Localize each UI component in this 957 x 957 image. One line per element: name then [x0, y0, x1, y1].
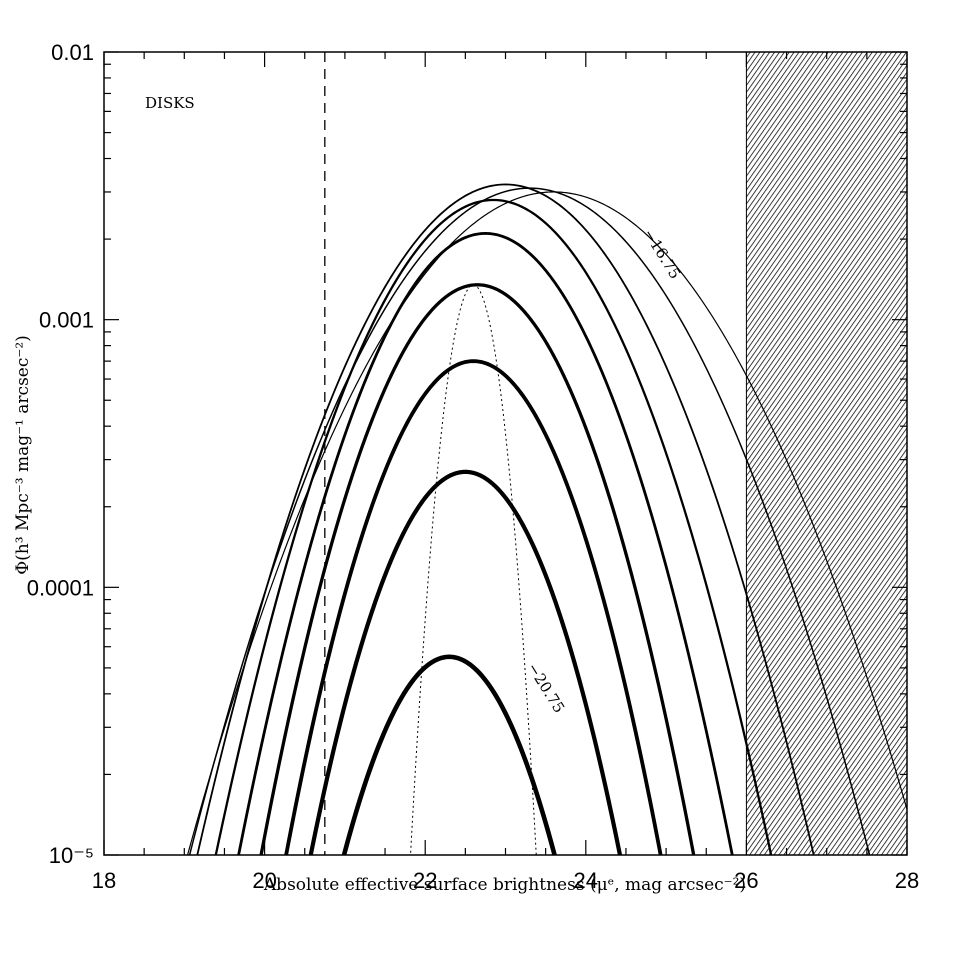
series-curve-7 [284, 359, 663, 855]
series-curve-4 [214, 198, 773, 855]
hatched-region [745, 51, 908, 856]
panel-label: DISKS [145, 94, 195, 112]
y-axis-title: Φ(h³ Mpc⁻³ mag⁻¹ arcsec⁻²) [13, 335, 33, 575]
x-tick-label: 18 [92, 868, 116, 893]
series-curve-1 [186, 191, 907, 855]
x-tick-label: 28 [895, 868, 919, 893]
x-tick-label: 24 [574, 868, 598, 893]
y-tick-label: 0.0001 [27, 575, 94, 600]
series-curve-9 [341, 654, 557, 855]
x-tick-label: 20 [252, 868, 276, 893]
series-curve-3 [196, 183, 815, 855]
y-tick-label: 10⁻⁵ [49, 843, 94, 868]
y-tick-label: 0.001 [39, 308, 94, 333]
x-tick-label: 22 [413, 868, 437, 893]
x-axis-title: Absolute effective surface brightness (μ… [263, 875, 746, 895]
series-curve-8 [308, 469, 623, 855]
y-tick-label: 0.01 [51, 40, 94, 65]
x-tick-label: 26 [734, 868, 758, 893]
dotted-curve [410, 284, 537, 855]
series-curve-5 [237, 232, 734, 855]
faint-curve-label: −16.75 [640, 226, 685, 283]
series-curve-6 [259, 283, 696, 855]
bright-curve-label: −20.75 [524, 660, 569, 717]
